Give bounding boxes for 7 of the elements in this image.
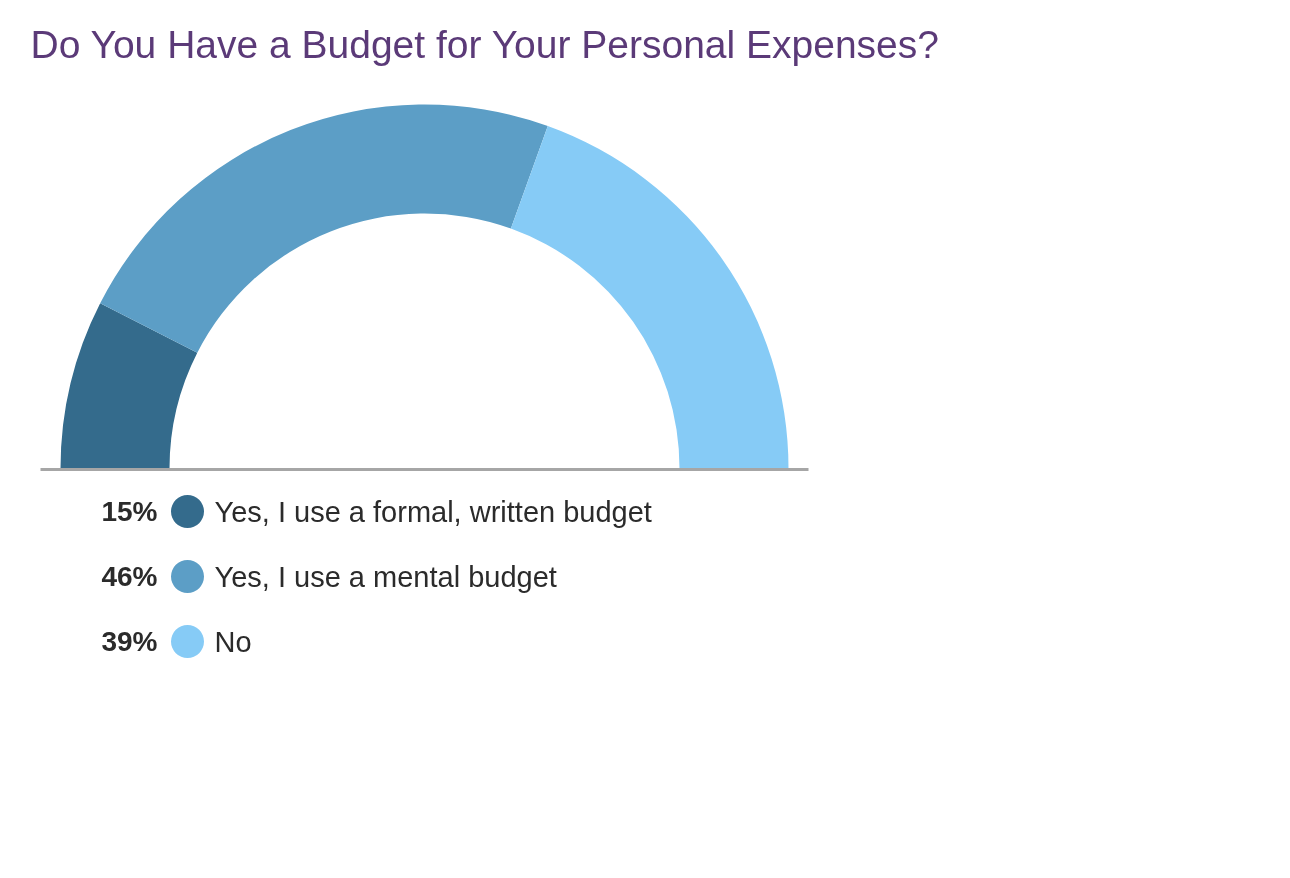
data-label: 39% xyxy=(101,626,158,657)
legend-label: No xyxy=(214,625,252,658)
legend-label: Yes, I use a mental budget xyxy=(214,560,557,593)
legend-label: Yes, I use a formal, written budget xyxy=(214,495,652,528)
data-label: 15% xyxy=(101,496,158,527)
data-label: 46% xyxy=(101,561,158,592)
chart-title: Do You Have a Budget for Your Personal Expenses? xyxy=(30,23,939,66)
